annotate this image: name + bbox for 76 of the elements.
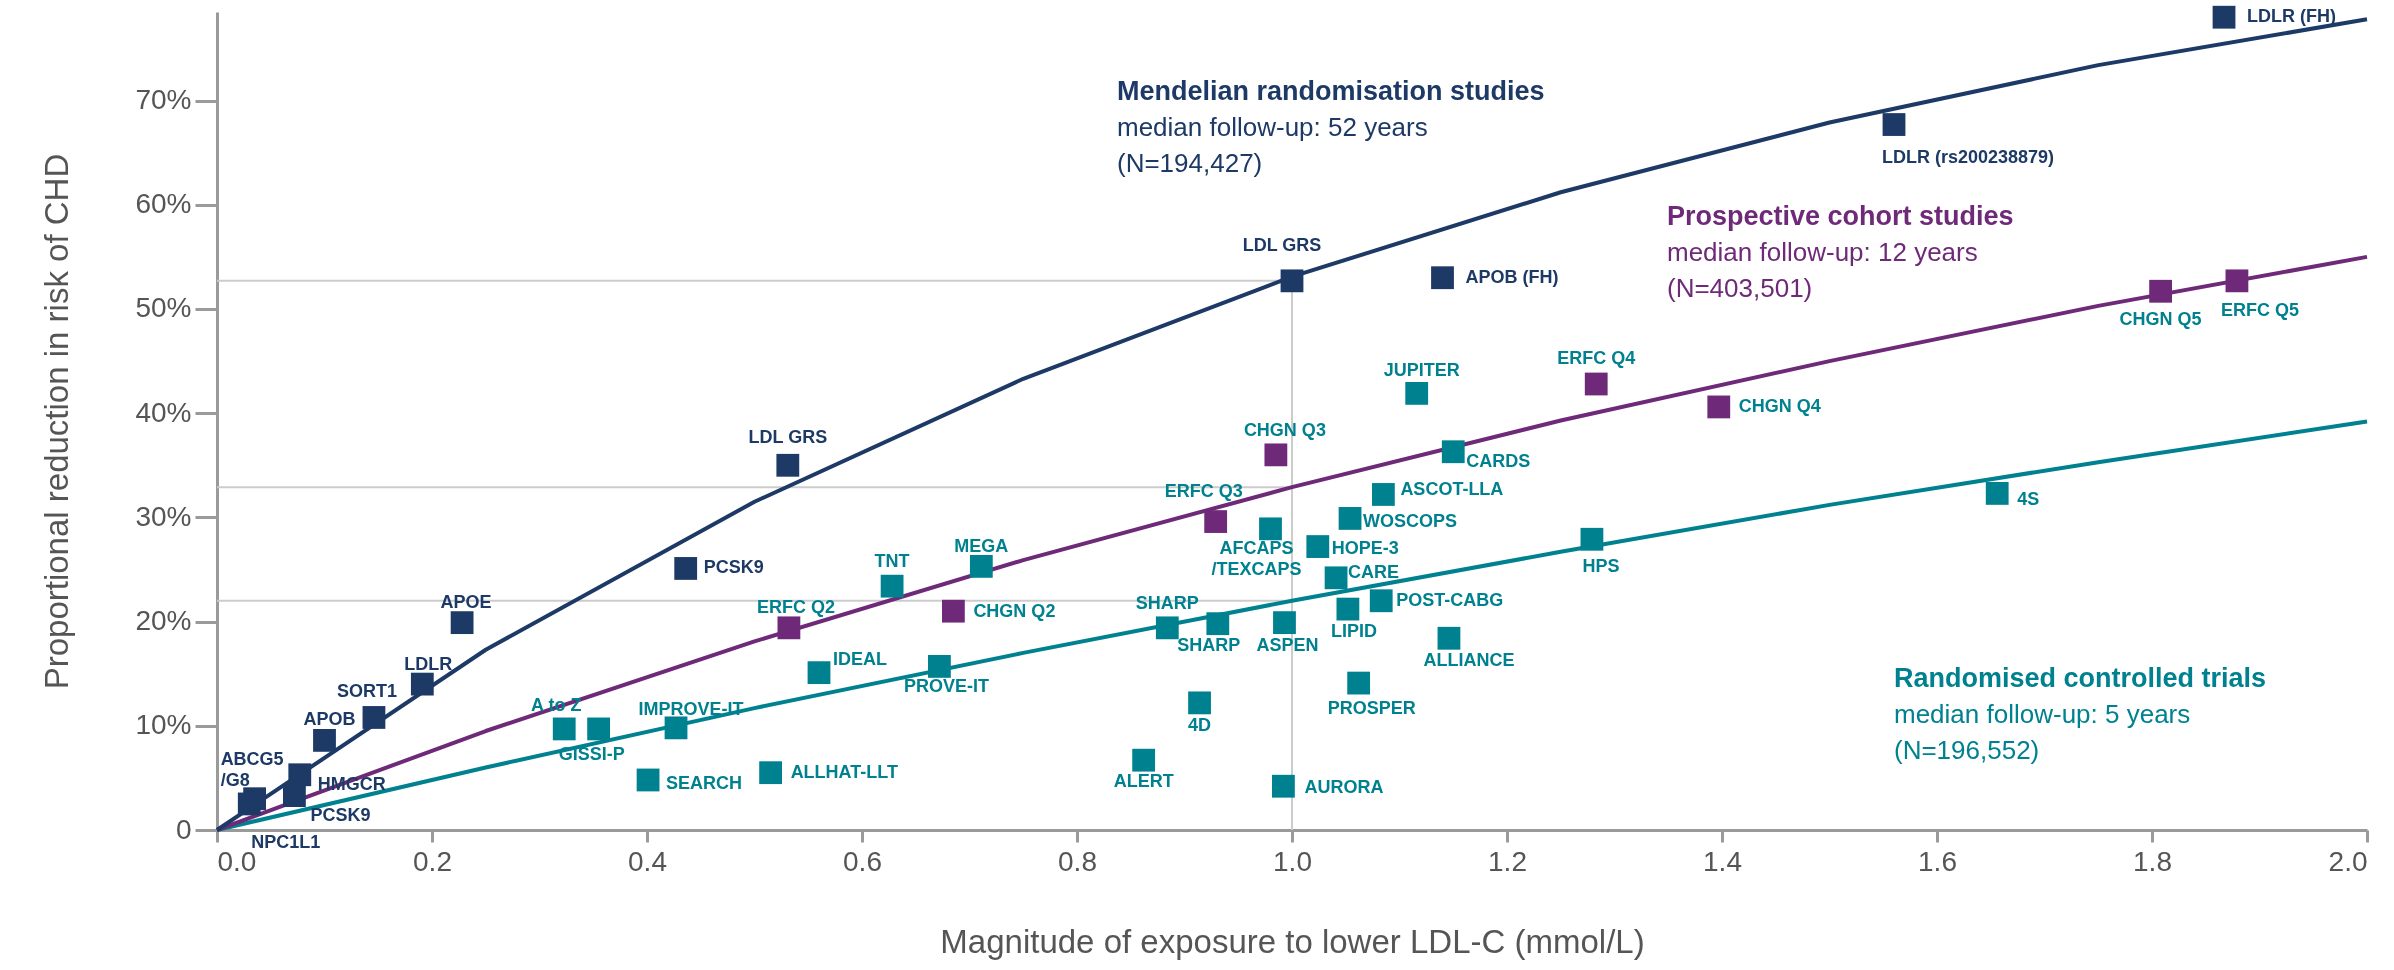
- annotation: LIPID: [1330, 621, 1377, 642]
- annotation: CARE: [1348, 561, 1400, 582]
- annotation: ALERT: [1113, 771, 1174, 792]
- annotation: MEGA: [954, 536, 1009, 557]
- annotation: WOSCOPS: [1363, 511, 1458, 532]
- annotation: (N=403,501): [1667, 273, 1813, 303]
- y-tick-label: 10%: [135, 709, 192, 741]
- annotation: ASCOT-LLA: [1400, 479, 1504, 500]
- annotation: CARDS: [1466, 450, 1531, 471]
- annotation: AFCAPS /TEXCAPS: [1211, 537, 1302, 579]
- annotation: (N=196,552): [1894, 735, 2040, 765]
- annotation: APOB (FH): [1465, 266, 1559, 287]
- annotation: IDEAL: [833, 648, 887, 669]
- annotation: TNT: [874, 551, 910, 572]
- annotation: median follow-up: 52 years: [1117, 112, 1428, 142]
- annotation: AURORA: [1304, 777, 1384, 798]
- annotation: ALLIANCE: [1423, 650, 1515, 671]
- annotation: 4S: [2017, 489, 2040, 510]
- annotation: HPS: [1582, 556, 1620, 577]
- text: Randomised controlled trials: [1894, 663, 2267, 693]
- annotation: HOPE-3: [1331, 537, 1399, 558]
- annotation: ALLHAT-LLT: [790, 761, 898, 782]
- annotation: CHGN Q4: [1738, 395, 1821, 416]
- x-tick-label: 0.4: [628, 845, 667, 877]
- y-tick-label: 0: [175, 813, 192, 845]
- annotation: JUPITER: [1383, 360, 1460, 381]
- annotation: NPC1L1: [251, 831, 321, 852]
- x-tick-label: 1.0: [1273, 845, 1312, 877]
- annotation: SEARCH: [666, 772, 743, 793]
- y-tick-label: 20%: [135, 605, 192, 637]
- y-tick-label: 40%: [135, 396, 192, 428]
- annotation: CHGN Q2: [973, 601, 1056, 622]
- annotation: LDLR: [404, 654, 453, 675]
- x-tick-label: 0.8: [1058, 845, 1097, 877]
- annotation: LDL GRS: [1242, 234, 1322, 255]
- annotation: LDL GRS: [748, 427, 828, 448]
- x-tick-label: 1.4: [1703, 845, 1742, 877]
- x-tick-label: 1.2: [1488, 845, 1527, 877]
- annotation: (N=194,427): [1117, 148, 1263, 178]
- annotation: CHGN Q3: [1243, 419, 1326, 440]
- annotation: ERFC Q2: [756, 596, 835, 617]
- annotation: PROVE-IT: [903, 676, 989, 697]
- y-tick-label: 70%: [135, 84, 192, 116]
- annotation: PROSPER: [1327, 698, 1416, 719]
- annotation: SHARP: [1177, 634, 1241, 655]
- annotation: CHGN Q5: [2119, 309, 2202, 330]
- annotation: LDLR (FH): [2247, 6, 2337, 27]
- annotation: LDLR (rs200238879): [1881, 146, 2055, 167]
- annotation: PCSK9: [703, 557, 764, 578]
- annotation: APOB: [303, 709, 356, 730]
- x-tick-label: 0.2: [413, 845, 452, 877]
- annotation: APOE: [440, 591, 492, 612]
- annotation: SHARP: [1135, 592, 1199, 613]
- annotation: ERFC Q3: [1164, 480, 1243, 501]
- y-axis-title: Proportional reduction in risk of CHD: [38, 153, 76, 690]
- annotation: ASPEN: [1256, 634, 1319, 655]
- annotation: 4D: [1188, 714, 1212, 735]
- annotation: ABCG5 /G8: [220, 748, 284, 790]
- y-tick-label: 30%: [135, 500, 192, 532]
- annotation: median follow-up: 12 years: [1667, 237, 1978, 267]
- x-tick-label: 1.6: [1918, 845, 1957, 877]
- text: Mendelian randomisation studies: [1117, 76, 1545, 106]
- annotation: median follow-up: 5 years: [1894, 699, 2191, 729]
- x-axis-title: Magnitude of exposure to lower LDL-C (mmol/L): [940, 922, 1645, 960]
- annotation: POST-CABG: [1396, 589, 1504, 610]
- x-tick-label: 2.0: [2328, 845, 2368, 877]
- annotation: IMPROVE-IT: [638, 698, 744, 719]
- annotation: ERFC Q5: [2220, 299, 2299, 320]
- x-tick-label: 1.8: [2133, 845, 2172, 877]
- annotation: PCSK9: [310, 804, 371, 825]
- x-tick-label: 0.6: [843, 845, 882, 877]
- annotation: SORT1: [336, 681, 397, 702]
- annotation: ERFC Q4: [1557, 348, 1636, 369]
- text: Prospective cohort studies: [1667, 201, 2014, 231]
- y-tick-label: 60%: [135, 188, 192, 220]
- y-tick-label: 50%: [135, 292, 192, 324]
